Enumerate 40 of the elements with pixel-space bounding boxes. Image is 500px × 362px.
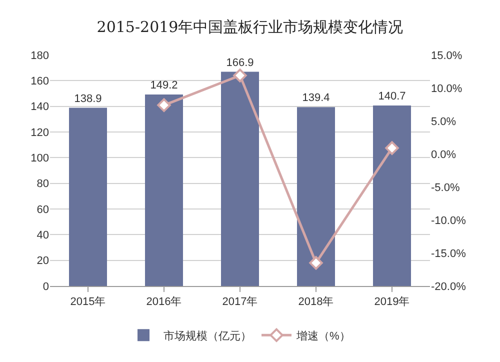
point (157, 98, 171, 112)
legend-label: 增速（%） (296, 329, 350, 342)
y2-tick-label: -5.0% (431, 182, 460, 194)
y2-tick-label: -20.0% (431, 280, 466, 293)
x-tick-label: 2019年 (374, 296, 410, 308)
data-label: 166.9 (226, 56, 254, 69)
y2-tick-label: 15.0% (431, 50, 462, 62)
y2-tick-label: -15.0% (431, 248, 466, 260)
y2-tick-label: -10.0% (431, 214, 466, 227)
chart-title: 2015-2019年中国盖板行业市场规模变化情况 (96, 18, 404, 36)
data-label: 149.2 (150, 80, 178, 92)
x-tick-label: 2015年 (70, 296, 106, 308)
data-label: 138.9 (74, 92, 102, 105)
bar (297, 107, 335, 286)
y2-tick-label: 10.0% (431, 82, 462, 95)
y-tick-label: 140 (30, 101, 49, 114)
y-tick-label: 100 (30, 152, 49, 165)
y-tick-label: 40 (36, 230, 49, 242)
y-tick-label: 120 (30, 126, 49, 139)
y-tick-label: 80 (36, 178, 49, 190)
data-label: 139.4 (302, 92, 330, 104)
bar (145, 94, 183, 286)
bar (373, 105, 411, 286)
bar (69, 108, 107, 286)
y-tick-label: 60 (36, 204, 49, 216)
point (233, 68, 247, 82)
y2-tick-label: 0.0% (431, 148, 456, 161)
bar (221, 72, 259, 286)
y-tick-label: 160 (30, 76, 49, 88)
legend-label: 市场规模（亿元） (164, 329, 252, 342)
point (309, 256, 323, 270)
x-tick-label: 2018年 (298, 296, 334, 308)
x-tick-label: 2017年 (222, 296, 258, 308)
y2-tick-label: 5.0% (431, 116, 456, 128)
y-tick-label: 20 (36, 255, 49, 268)
y-tick-label: 180 (30, 50, 49, 62)
point (385, 141, 399, 155)
data-label: 140.7 (378, 90, 406, 102)
y-tick-label: 0 (42, 280, 49, 293)
x-tick-label: 2016年 (146, 296, 182, 308)
